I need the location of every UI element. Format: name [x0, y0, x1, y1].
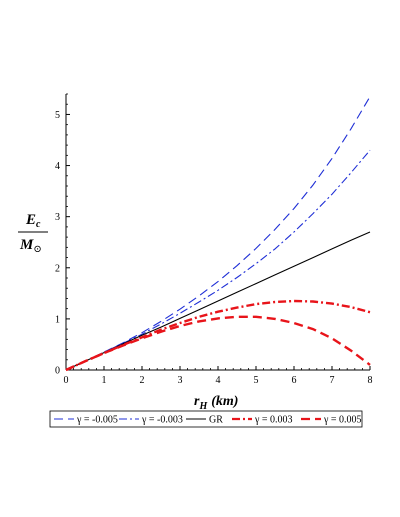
x-tick-label: 0	[64, 375, 69, 386]
y-tick-label: 2	[55, 263, 60, 274]
x-tick-label: 3	[178, 375, 183, 386]
y-tick-label: 0	[55, 366, 60, 377]
x-tick-label: 1	[102, 375, 107, 386]
series-line-5	[65, 315, 371, 372]
legend-label-2: γ = -0.003	[141, 415, 183, 426]
y-label-numerator: Ec	[25, 212, 41, 230]
y-tick-label: 4	[55, 161, 60, 172]
y-tick-label: 5	[55, 110, 60, 121]
legend-label-3: GR	[209, 415, 223, 426]
series-line-4	[65, 299, 371, 372]
legend-label-1: γ = -0.005	[76, 415, 118, 426]
x-axis-label: rH (km)	[194, 394, 238, 412]
legend: γ = -0.005 γ = -0.003 GR γ = 0.003 γ = 0.005	[49, 410, 363, 428]
x-tick-label: 7	[330, 375, 335, 386]
x-tick-label: 8	[368, 375, 373, 386]
legend-label-5: γ = 0.005	[323, 415, 362, 426]
y-tick-label: 3	[55, 212, 60, 223]
ticks: 0 1 2 3 4 5 6 7 8 0 1 2 3 4 5	[55, 93, 373, 386]
legend-label-4: γ = 0.003	[254, 415, 293, 426]
series-line-2	[65, 149, 371, 371]
series-lines	[65, 96, 371, 372]
y-axis-label: Ec M⊙	[18, 212, 48, 255]
y-label-denominator: M⊙	[19, 237, 42, 255]
x-tick-label: 6	[292, 375, 297, 386]
axes	[65, 94, 370, 371]
x-tick-label: 5	[254, 375, 259, 386]
series-line-1	[65, 96, 371, 371]
y-tick-label: 1	[55, 314, 60, 325]
x-tick-label: 4	[216, 375, 221, 386]
x-tick-label: 2	[140, 375, 145, 386]
